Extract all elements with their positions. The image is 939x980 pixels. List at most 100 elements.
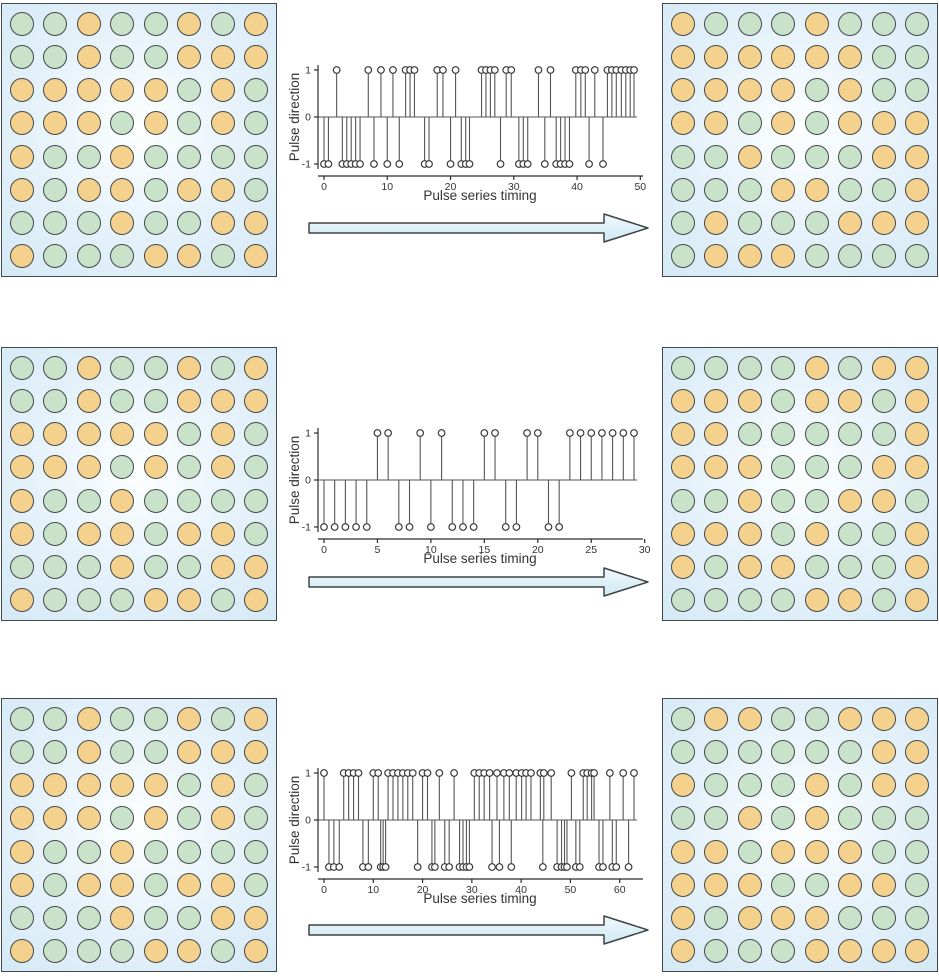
lattice-site-green <box>771 740 796 765</box>
lattice-site-green <box>804 144 829 169</box>
lattice-site-green <box>243 144 268 169</box>
pulse-marker <box>501 523 510 531</box>
lattice-site-orange <box>804 938 829 963</box>
lattice-site-green <box>871 45 896 70</box>
lattice-site-orange <box>76 422 101 447</box>
plot-axes-and-stems: 10-10 10 20 30 40 50 60 <box>302 768 643 896</box>
lattice-site-green <box>76 243 101 268</box>
lattice-site-orange <box>704 422 729 447</box>
lattice-site-green <box>904 243 929 268</box>
lattice-site-green <box>871 177 896 202</box>
plot-axes-and-stems: 10-10 5 10 15 20 25 30 <box>302 428 651 557</box>
lattice-site-green <box>737 111 762 136</box>
lattice-site-green <box>43 839 68 864</box>
lattice-site-orange <box>804 521 829 546</box>
lattice-site-green <box>43 45 68 70</box>
lattice-site-orange <box>243 740 268 765</box>
pulse-marker <box>341 523 350 531</box>
y-tick-label: -1 <box>302 862 311 874</box>
lattice-site-green <box>838 773 863 798</box>
lattice-site-green <box>704 806 729 831</box>
lattice-site-green <box>210 587 235 612</box>
lattice-site-green <box>43 740 68 765</box>
lattice-site-orange <box>771 554 796 579</box>
lattice-site-orange <box>904 177 929 202</box>
lattice-site-orange <box>671 521 695 546</box>
lattice-site-green <box>838 12 863 36</box>
lattice-site-orange <box>838 938 863 963</box>
lattice-site-orange <box>177 872 202 897</box>
pulse-marker <box>446 160 455 168</box>
lattice-site-orange <box>838 45 863 70</box>
lattice-site-green <box>43 938 68 963</box>
pulse-marker <box>581 66 590 74</box>
pulse-marker <box>445 863 454 871</box>
lattice-site-green <box>671 488 695 513</box>
lattice-site-orange <box>904 773 929 798</box>
flow-arrow-shape <box>308 567 649 597</box>
lattice-site-green <box>704 144 729 169</box>
lattice-site-green <box>804 488 829 513</box>
pulse-marker <box>540 160 549 168</box>
lattice-site-green <box>10 554 34 579</box>
lattice-site-orange <box>737 554 762 579</box>
pulse-marker <box>590 769 598 777</box>
lattice-site-green <box>737 740 762 765</box>
lattice-site-green <box>143 740 168 765</box>
lattice-site-orange <box>838 872 863 897</box>
y-tick-label: 0 <box>305 112 311 124</box>
lattice-site-green <box>143 488 168 513</box>
y-tick-label: 1 <box>305 768 311 780</box>
lattice-site-green <box>177 773 202 798</box>
lattice-site-orange <box>838 839 863 864</box>
lattice-site-orange <box>210 177 235 202</box>
lattice-site-green <box>871 243 896 268</box>
pulse-marker <box>426 523 435 531</box>
pulse-marker <box>630 769 638 777</box>
pulse-marker <box>599 160 607 168</box>
lattice-site-green <box>76 488 101 513</box>
pulse-marker <box>505 769 514 777</box>
pulse-marker <box>485 769 494 777</box>
lattice-site-orange <box>10 78 34 103</box>
lattice-site-green <box>737 356 762 380</box>
pulse-marker <box>612 863 621 871</box>
lattice-site-orange <box>737 389 762 414</box>
pulse-marker <box>459 523 467 531</box>
transform-arrow-row-1 <box>308 213 649 243</box>
lattice-site-orange <box>76 78 101 103</box>
pulse-marker <box>405 523 414 531</box>
lattice-site-orange <box>704 389 729 414</box>
lattice-site-orange <box>177 177 202 202</box>
lattice-site-orange <box>771 243 796 268</box>
lattice-site-green <box>210 12 235 36</box>
x-axis-label: Pulse series timing <box>423 551 536 566</box>
lattice-site-orange <box>143 422 168 447</box>
lattice-site-orange <box>210 389 235 414</box>
lattice-site-green <box>771 488 796 513</box>
pulse-marker <box>451 66 460 74</box>
flow-arrow-shape <box>308 213 649 243</box>
lattice-site-green <box>671 707 695 731</box>
lattice-site-green <box>143 707 168 731</box>
pulse-marker <box>512 523 521 531</box>
lattice-site-orange <box>838 707 863 731</box>
pulse-marker <box>364 863 373 871</box>
lattice-site-green <box>243 488 268 513</box>
pulse-marker <box>599 863 607 871</box>
lattice-site-green <box>671 210 695 235</box>
lattice-site-green <box>704 587 729 612</box>
pulse-marker <box>538 863 547 871</box>
lattice-site-green <box>243 455 268 480</box>
pulse-marker <box>381 863 390 871</box>
x-tick-label: 20 <box>532 544 544 556</box>
lattice-site-green <box>243 839 268 864</box>
pulse-marker <box>534 66 543 74</box>
lattice-site-orange <box>904 554 929 579</box>
lattice-site-green <box>671 177 695 202</box>
lattice-site-green <box>671 806 695 831</box>
pulse-marker <box>488 863 496 871</box>
lattice-site-orange <box>10 111 34 136</box>
lattice-site-orange <box>904 356 929 380</box>
lattice-site-orange <box>76 12 101 36</box>
